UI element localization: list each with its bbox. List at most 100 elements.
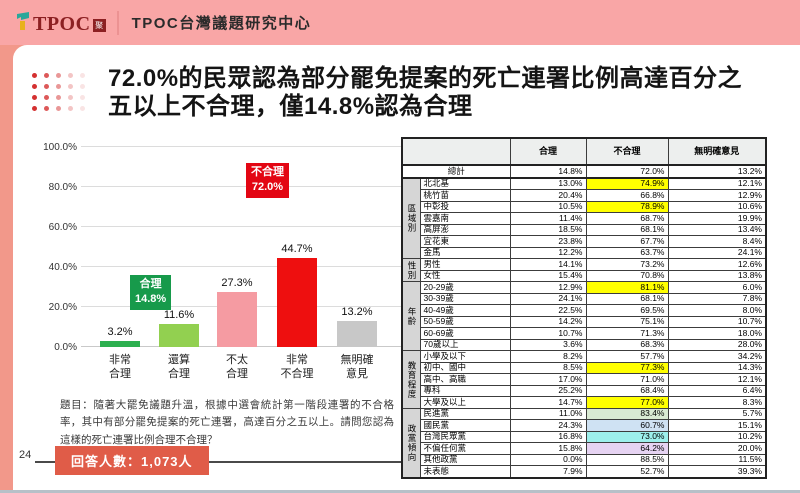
value-cell: 19.9% xyxy=(667,212,767,225)
total-label: 總計 xyxy=(401,164,511,179)
chart-bar xyxy=(217,292,257,347)
table-header-row: 合理 不合理 無明確意見 xyxy=(401,137,767,166)
row-label: 大學及以上 xyxy=(419,396,511,409)
dot-icon xyxy=(32,106,37,111)
value-cell: 25.2% xyxy=(509,384,587,398)
row-label: 60-69歲 xyxy=(419,327,511,340)
value-cell: 70.8% xyxy=(585,269,669,283)
row-label: 70歲以上 xyxy=(419,338,511,352)
value-cell: 12.2% xyxy=(509,246,587,260)
value-cell: 15.1% xyxy=(667,419,767,432)
column-header: 合理 xyxy=(509,137,587,166)
table-row: 不偏任何黨 15.8% 64.2% 20.0% xyxy=(402,442,767,455)
chart-bar xyxy=(159,323,199,347)
row-label: 高中、高職 xyxy=(419,373,511,386)
dot-icon xyxy=(68,95,73,100)
dot-icon xyxy=(68,73,73,78)
row-label: 50-59歲 xyxy=(419,315,511,329)
value-cell: 6.0% xyxy=(667,281,767,294)
value-cell: 12.9% xyxy=(667,189,767,202)
value-cell: 3.6% xyxy=(509,338,587,352)
y-tick-label: 60.0% xyxy=(48,222,77,233)
row-label: 宜花東 xyxy=(419,235,511,248)
row-label: 金馬 xyxy=(419,246,511,260)
row-label: 初中、國中 xyxy=(419,361,511,375)
value-cell: 20.0% xyxy=(667,442,767,455)
table-row: 其他政黨 0.0% 88.5% 11.5% xyxy=(402,453,767,467)
value-cell: 71.0% xyxy=(585,373,669,386)
row-label: 40-49歲 xyxy=(419,304,511,317)
table-row: 金馬 12.2% 63.7% 24.1% xyxy=(402,246,767,260)
dot-icon xyxy=(32,84,37,89)
table-row: 國民黨 24.3% 60.7% 15.1% xyxy=(402,419,767,432)
header-band: TPOC 聚 TPOC台灣議題研究中心 xyxy=(0,0,800,45)
value-cell: 12.1% xyxy=(667,373,767,386)
value-cell: 73.2% xyxy=(585,258,669,271)
org-name: TPOC台灣議題研究中心 xyxy=(131,15,312,32)
bar-category-label: 非常 不合理 xyxy=(280,354,314,381)
value-cell: 69.5% xyxy=(585,304,669,317)
row-label: 30-39歲 xyxy=(419,292,511,306)
grid-line xyxy=(81,266,403,267)
row-label: 中彰投 xyxy=(419,200,511,214)
value-cell: 10.5% xyxy=(509,200,587,214)
value-cell: 34.2% xyxy=(667,350,767,363)
row-label: 高屏澎 xyxy=(419,223,511,237)
value-cell: 14.2% xyxy=(509,315,587,329)
content-card: 72.0%的民眾認為部分罷免提案的死亡連署比例高達百分之 五以上不合理，僅14.… xyxy=(13,45,800,493)
chart-bar xyxy=(337,320,377,347)
bar-value-label: 3.2% xyxy=(107,325,133,338)
value-cell: 39.3% xyxy=(667,465,767,479)
value-cell: 28.0% xyxy=(667,338,767,352)
dot-icon xyxy=(44,73,49,78)
value-cell: 60.7% xyxy=(585,419,669,432)
value-cell: 68.1% xyxy=(585,292,669,306)
row-label: 民進黨 xyxy=(419,407,511,421)
value-cell: 14.1% xyxy=(509,258,587,271)
bar-category-label: 無明確 意見 xyxy=(340,354,374,381)
value-cell: 22.5% xyxy=(509,304,587,317)
value-cell: 24.1% xyxy=(509,292,587,306)
dot-icon xyxy=(80,73,85,78)
dot-icon xyxy=(56,73,61,78)
value-cell: 0.0% xyxy=(509,453,587,467)
question-text: 題目：隨著大罷免議題升溫，根據中選會統計第一階段連署的不合格率，其中有部分罷免提… xyxy=(60,399,394,446)
dot-icon xyxy=(44,106,49,111)
value-cell: 14.8% xyxy=(509,164,587,179)
bar-chart: 0.0% 20.0% 40.0% 60.0% 80.0% 100.0% 3.2% 非常 合理 1… xyxy=(33,135,403,400)
title-row: 72.0%的民眾認為部分罷免提案的死亡連署比例高達百分之 五以上不合理，僅14.… xyxy=(32,65,800,122)
logo-text: TPOC xyxy=(33,12,91,35)
table-row: 政黨傾向 民進黨 11.0% 83.4% 5.7% xyxy=(401,407,767,479)
table-row: 年齡 20-29歲 12.9% 81.1% 6.0% xyxy=(401,281,767,352)
table-row: 40-49歲 22.5% 69.5% 8.0% xyxy=(402,304,767,317)
page-title-line2: 五以上不合理，僅14.8%認為合理 xyxy=(108,93,473,121)
dot-icon xyxy=(32,73,37,78)
value-cell: 74.9% xyxy=(585,177,669,191)
value-cell: 77.0% xyxy=(585,396,669,409)
bottom-edge xyxy=(0,490,800,493)
value-cell: 88.5% xyxy=(585,453,669,467)
group-label: 性別 xyxy=(401,258,421,283)
value-cell: 73.0% xyxy=(585,430,669,444)
y-tick-label: 40.0% xyxy=(48,262,77,273)
row-label: 台灣民眾黨 xyxy=(419,430,511,444)
row-label: 未表態 xyxy=(419,465,511,479)
row-label: 雲嘉南 xyxy=(419,212,511,225)
table-row: 50-59歲 14.2% 75.1% 10.7% xyxy=(402,315,767,329)
value-cell: 11.0% xyxy=(509,407,587,421)
table-row: 初中、國中 8.5% 77.3% 14.3% xyxy=(402,361,767,375)
table-row: 未表態 7.9% 52.7% 39.3% xyxy=(402,465,767,479)
value-cell: 75.1% xyxy=(585,315,669,329)
crosstab-table: 合理 不合理 無明確意見 總計 14.8% 72.0% 13.2% 區域別 北北基 13.0% 74… xyxy=(401,137,767,479)
value-cell: 13.4% xyxy=(667,223,767,237)
value-cell: 8.4% xyxy=(667,235,767,248)
group-label: 政黨傾向 xyxy=(401,407,421,479)
table-row: 性別 男性 14.1% 73.2% 12.6% xyxy=(401,258,767,283)
dots-decoration xyxy=(32,73,92,122)
row-label: 女性 xyxy=(419,269,511,283)
value-cell: 24.3% xyxy=(509,419,587,432)
table-row: 區域別 北北基 13.0% 74.9% 12.1% xyxy=(401,177,767,260)
table-row: 高中、高職 17.0% 71.0% 12.1% xyxy=(402,373,767,386)
table-row: 60-69歲 10.7% 71.3% 18.0% xyxy=(402,327,767,340)
page-number: 24 xyxy=(19,449,32,461)
